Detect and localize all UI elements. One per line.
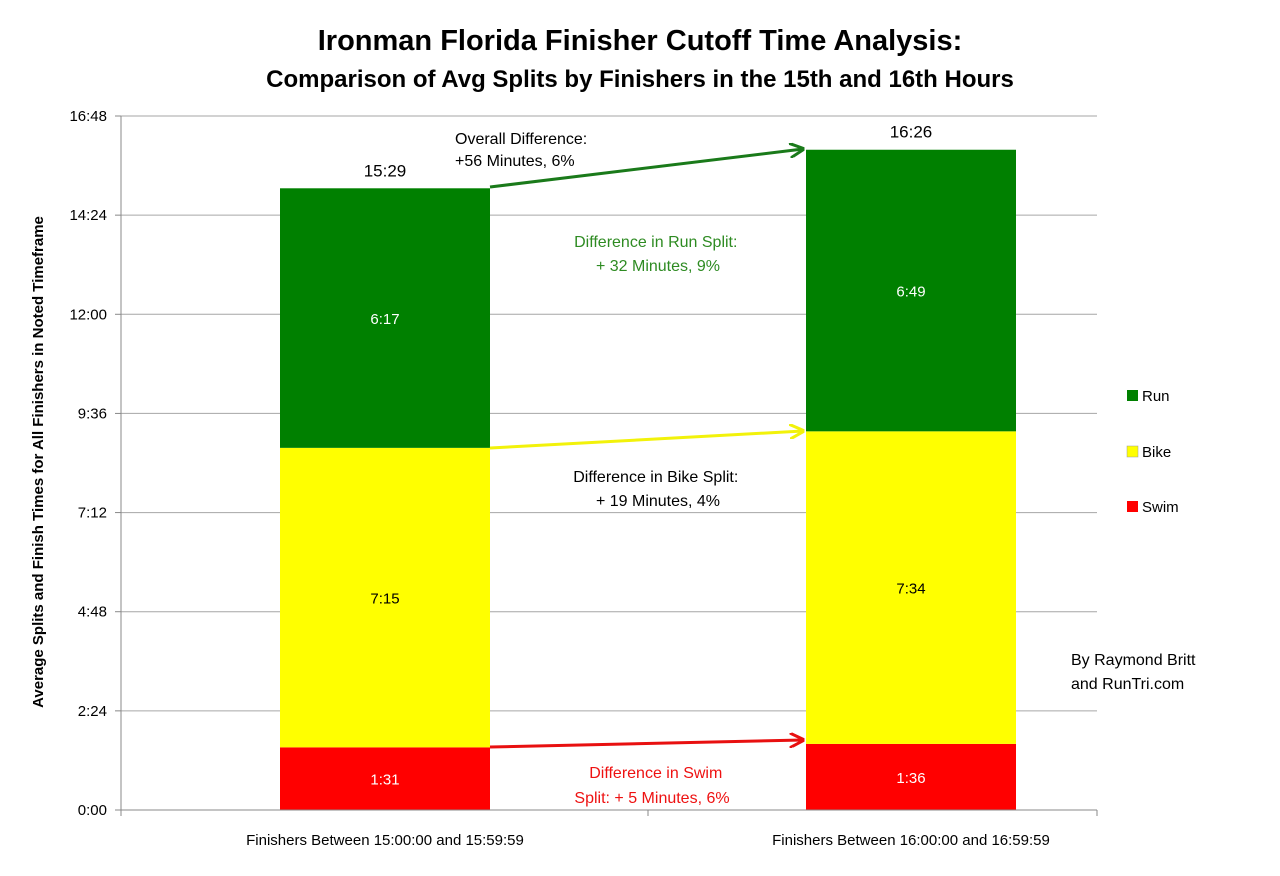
y-axis-ticks: 0:00 2:24 4:48 7:12 9:36 12:00 14:24 16:48: [69, 108, 121, 819]
swim-difference-line-1: Difference in Swim: [589, 765, 722, 782]
y-tick-label: 9:36: [78, 405, 107, 422]
bar-segment-swim: [280, 747, 490, 810]
y-tick-label: 0:00: [78, 802, 107, 819]
data-label-swim: 1:36: [896, 770, 925, 787]
legend-swatch-bike: [1126, 445, 1139, 458]
bar-segment-bike: [806, 431, 1016, 744]
legend-label-run: Run: [1142, 388, 1170, 405]
data-label-bike: 7:15: [370, 591, 399, 608]
swim-difference-arrow: [489, 740, 803, 749]
swim-difference-annotation: Difference in Swim Split: + 5 Minutes, 6…: [574, 765, 729, 807]
run-difference-annotation: Difference in Run Split: + 32 Minutes, 9…: [574, 234, 742, 275]
y-tick-label: 2:24: [78, 703, 107, 720]
bike-difference-line-2: + 19 Minutes, 4%: [596, 493, 720, 510]
y-tick-label: 16:48: [69, 108, 107, 125]
total-label: 16:26: [890, 123, 933, 142]
y-tick-label: 7:12: [78, 505, 107, 522]
x-axis-ticks: [120, 810, 1098, 816]
chart-subtitle: Comparison of Avg Splits by Finishers in…: [266, 66, 1014, 93]
overall-difference-annotation: Overall Difference: +56 Minutes, 6%: [455, 131, 592, 170]
run-difference-line-1: Difference in Run Split:: [574, 234, 737, 251]
y-tick-label: 14:24: [69, 207, 107, 224]
swim-difference-line-2: Split: + 5 Minutes, 6%: [574, 790, 729, 807]
x-axis-labels: Finishers Between 15:00:00 and 15:59:59 F…: [246, 832, 1050, 849]
bar-segment-run: [806, 149, 1016, 432]
y-axis-label: Average Splits and Finish Times for All …: [30, 216, 47, 708]
data-label-run: 6:17: [370, 311, 399, 328]
credit-line-2: and RunTri.com: [1071, 676, 1184, 693]
bar-segment-swim: [806, 743, 1016, 810]
x-category-label: Finishers Between 16:00:00 and 16:59:59: [772, 832, 1050, 849]
y-tick-label: 4:48: [78, 604, 107, 621]
x-category-label: Finishers Between 15:00:00 and 15:59:59: [246, 832, 524, 849]
legend: Run Bike Swim: [1126, 388, 1179, 516]
legend-label-swim: Swim: [1142, 499, 1179, 516]
legend-label-bike: Bike: [1142, 444, 1171, 461]
credit-line-1: By Raymond Britt: [1071, 652, 1196, 669]
bar-segment-bike: [280, 447, 490, 748]
run-difference-line-2: + 32 Minutes, 9%: [596, 258, 720, 275]
total-label: 15:29: [364, 161, 407, 180]
bar-segment-run: [280, 188, 490, 448]
credit-text: By Raymond Britt and RunTri.com: [1071, 652, 1200, 693]
legend-swatch-run: [1127, 390, 1138, 401]
bike-difference-line-1: Difference in Bike Split:: [573, 469, 738, 486]
bar-stacks: 1:31 7:15 6:17 15:29 1:36 7:34 6:49 16:26: [280, 123, 1016, 810]
bike-difference-annotation: Difference in Bike Split: + 19 Minutes, …: [573, 469, 743, 510]
overall-difference-line-1: Overall Difference:: [455, 131, 587, 148]
overall-difference-line-2: +56 Minutes, 6%: [455, 153, 575, 170]
y-tick-label: 12:00: [69, 306, 107, 323]
data-label-bike: 7:34: [896, 581, 925, 598]
data-label-swim: 1:31: [370, 772, 399, 789]
chart-title: Ironman Florida Finisher Cutoff Time Ana…: [318, 25, 963, 57]
bike-difference-arrow: [489, 431, 803, 450]
data-label-run: 6:49: [896, 284, 925, 301]
legend-swatch-swim: [1127, 501, 1138, 512]
overall-difference-arrow: [489, 149, 803, 189]
